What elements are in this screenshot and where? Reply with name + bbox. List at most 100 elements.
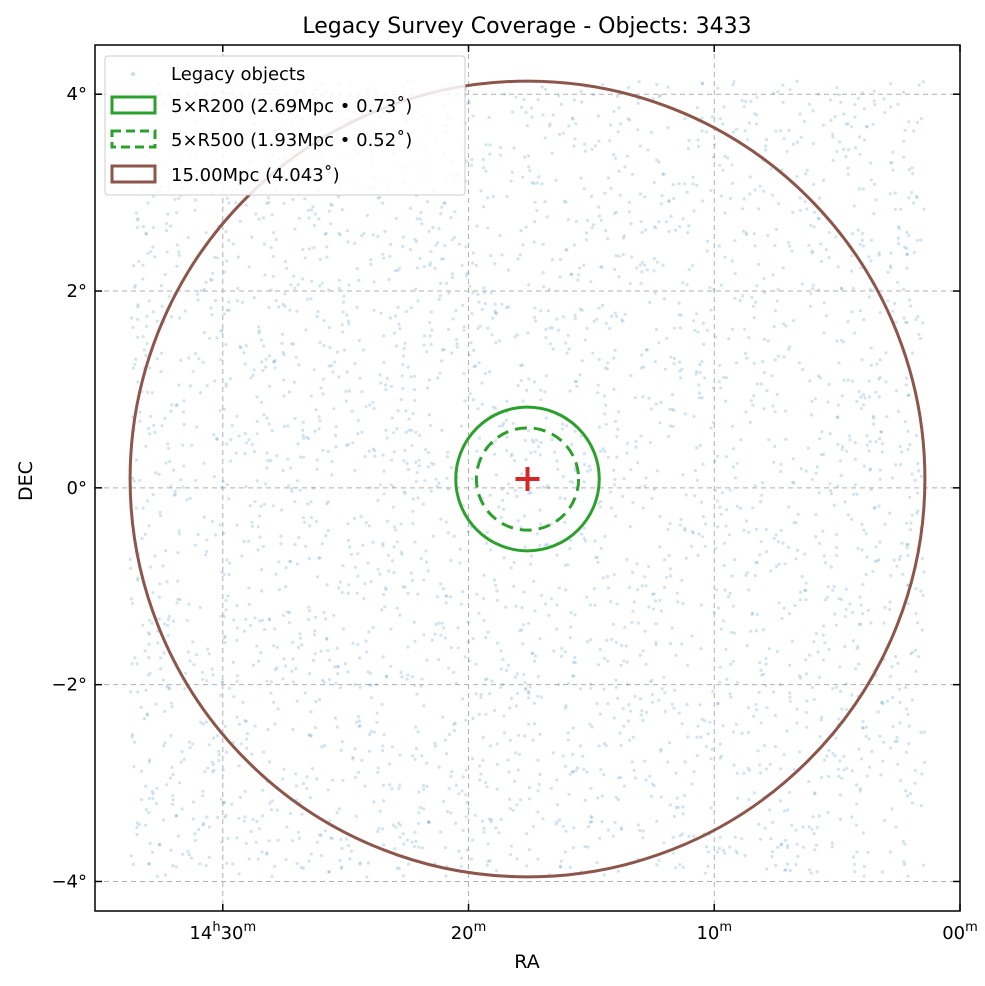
scatter-point xyxy=(919,117,924,121)
scatter-point xyxy=(774,227,779,231)
scatter-point xyxy=(421,846,425,850)
scatter-point xyxy=(600,265,604,269)
scatter-point xyxy=(596,391,600,395)
scatter-point xyxy=(320,854,324,858)
scatter-point xyxy=(497,424,502,428)
scatter-point xyxy=(879,430,883,434)
scatter-point xyxy=(916,621,920,625)
scatter-point xyxy=(880,450,884,454)
scatter-point xyxy=(481,758,485,762)
scatter-point xyxy=(427,820,431,824)
scatter-point xyxy=(508,807,512,811)
scatter-point xyxy=(291,342,296,346)
scatter-point xyxy=(483,371,488,376)
scatter-point xyxy=(191,800,196,804)
scatter-point xyxy=(363,784,367,788)
scatter-point xyxy=(211,271,215,275)
scatter-point xyxy=(698,370,702,375)
scatter-point xyxy=(277,305,281,309)
scatter-point xyxy=(317,427,321,431)
scatter-point xyxy=(224,230,228,234)
scatter-point xyxy=(630,172,635,176)
scatter-point xyxy=(136,217,140,221)
scatter-point xyxy=(355,720,359,724)
scatter-point xyxy=(696,553,700,557)
scatter-point xyxy=(371,400,375,404)
scatter-point xyxy=(472,365,476,369)
scatter-point xyxy=(329,222,333,226)
scatter-point xyxy=(394,528,398,532)
scatter-point xyxy=(865,125,869,129)
scatter-point xyxy=(700,116,704,120)
scatter-point xyxy=(687,138,691,143)
scatter-point xyxy=(213,299,218,303)
scatter-point xyxy=(381,544,385,548)
scatter-point xyxy=(795,721,799,725)
scatter-point xyxy=(169,409,173,413)
scatter-point xyxy=(543,390,547,394)
scatter-point xyxy=(606,455,611,459)
scatter-point xyxy=(649,407,654,411)
scatter-point xyxy=(432,462,436,466)
scatter-point xyxy=(652,784,656,788)
scatter-point xyxy=(471,114,475,118)
scatter-point xyxy=(716,702,720,706)
scatter-point xyxy=(721,168,725,172)
scatter-point xyxy=(581,754,585,758)
scatter-point xyxy=(808,379,812,383)
scatter-point xyxy=(352,516,357,521)
scatter-point xyxy=(732,763,736,767)
scatter-point xyxy=(618,731,622,735)
scatter-point xyxy=(348,545,352,549)
scatter-point xyxy=(536,789,540,793)
scatter-point xyxy=(202,331,206,335)
scatter-point xyxy=(921,80,925,84)
scatter-point xyxy=(414,460,418,464)
scatter-point xyxy=(856,228,860,232)
scatter-point xyxy=(405,461,409,465)
scatter-point xyxy=(395,344,399,348)
scatter-point xyxy=(837,717,841,721)
scatter-point xyxy=(574,769,578,773)
scatter-point xyxy=(136,335,140,339)
scatter-point xyxy=(810,399,814,404)
scatter-point xyxy=(690,782,694,786)
scatter-point xyxy=(896,762,900,766)
scatter-point xyxy=(831,135,835,139)
scatter-point xyxy=(471,716,475,721)
scatter-point xyxy=(369,671,373,676)
scatter-point xyxy=(500,516,504,520)
scatter-point xyxy=(692,770,696,774)
scatter-point xyxy=(495,641,500,645)
scatter-point xyxy=(748,121,752,125)
scatter-point xyxy=(365,875,369,879)
scatter-point xyxy=(243,719,247,723)
scatter-point xyxy=(231,740,236,745)
scatter-point xyxy=(692,319,696,323)
scatter-point xyxy=(571,726,575,730)
scatter-point xyxy=(619,663,623,667)
scatter-point xyxy=(235,626,239,630)
scatter-point xyxy=(213,533,217,537)
scatter-point xyxy=(658,545,662,549)
scatter-point xyxy=(493,406,498,410)
scatter-point xyxy=(625,154,630,158)
scatter-point xyxy=(141,263,145,267)
scatter-point xyxy=(428,261,432,265)
scatter-point xyxy=(210,667,214,671)
scatter-point xyxy=(428,423,432,428)
scatter-point xyxy=(293,500,297,504)
scatter-point xyxy=(735,361,739,365)
scatter-point xyxy=(382,334,386,338)
scatter-point xyxy=(367,630,371,634)
scatter-point xyxy=(293,227,297,231)
scatter-point xyxy=(382,360,386,364)
scatter-point xyxy=(309,710,313,714)
scatter-point xyxy=(459,602,464,606)
scatter-point xyxy=(817,217,821,221)
scatter-point xyxy=(325,583,329,587)
scatter-point xyxy=(395,268,400,273)
scatter-point xyxy=(135,218,139,222)
scatter-point xyxy=(215,437,219,441)
scatter-point xyxy=(837,361,841,365)
